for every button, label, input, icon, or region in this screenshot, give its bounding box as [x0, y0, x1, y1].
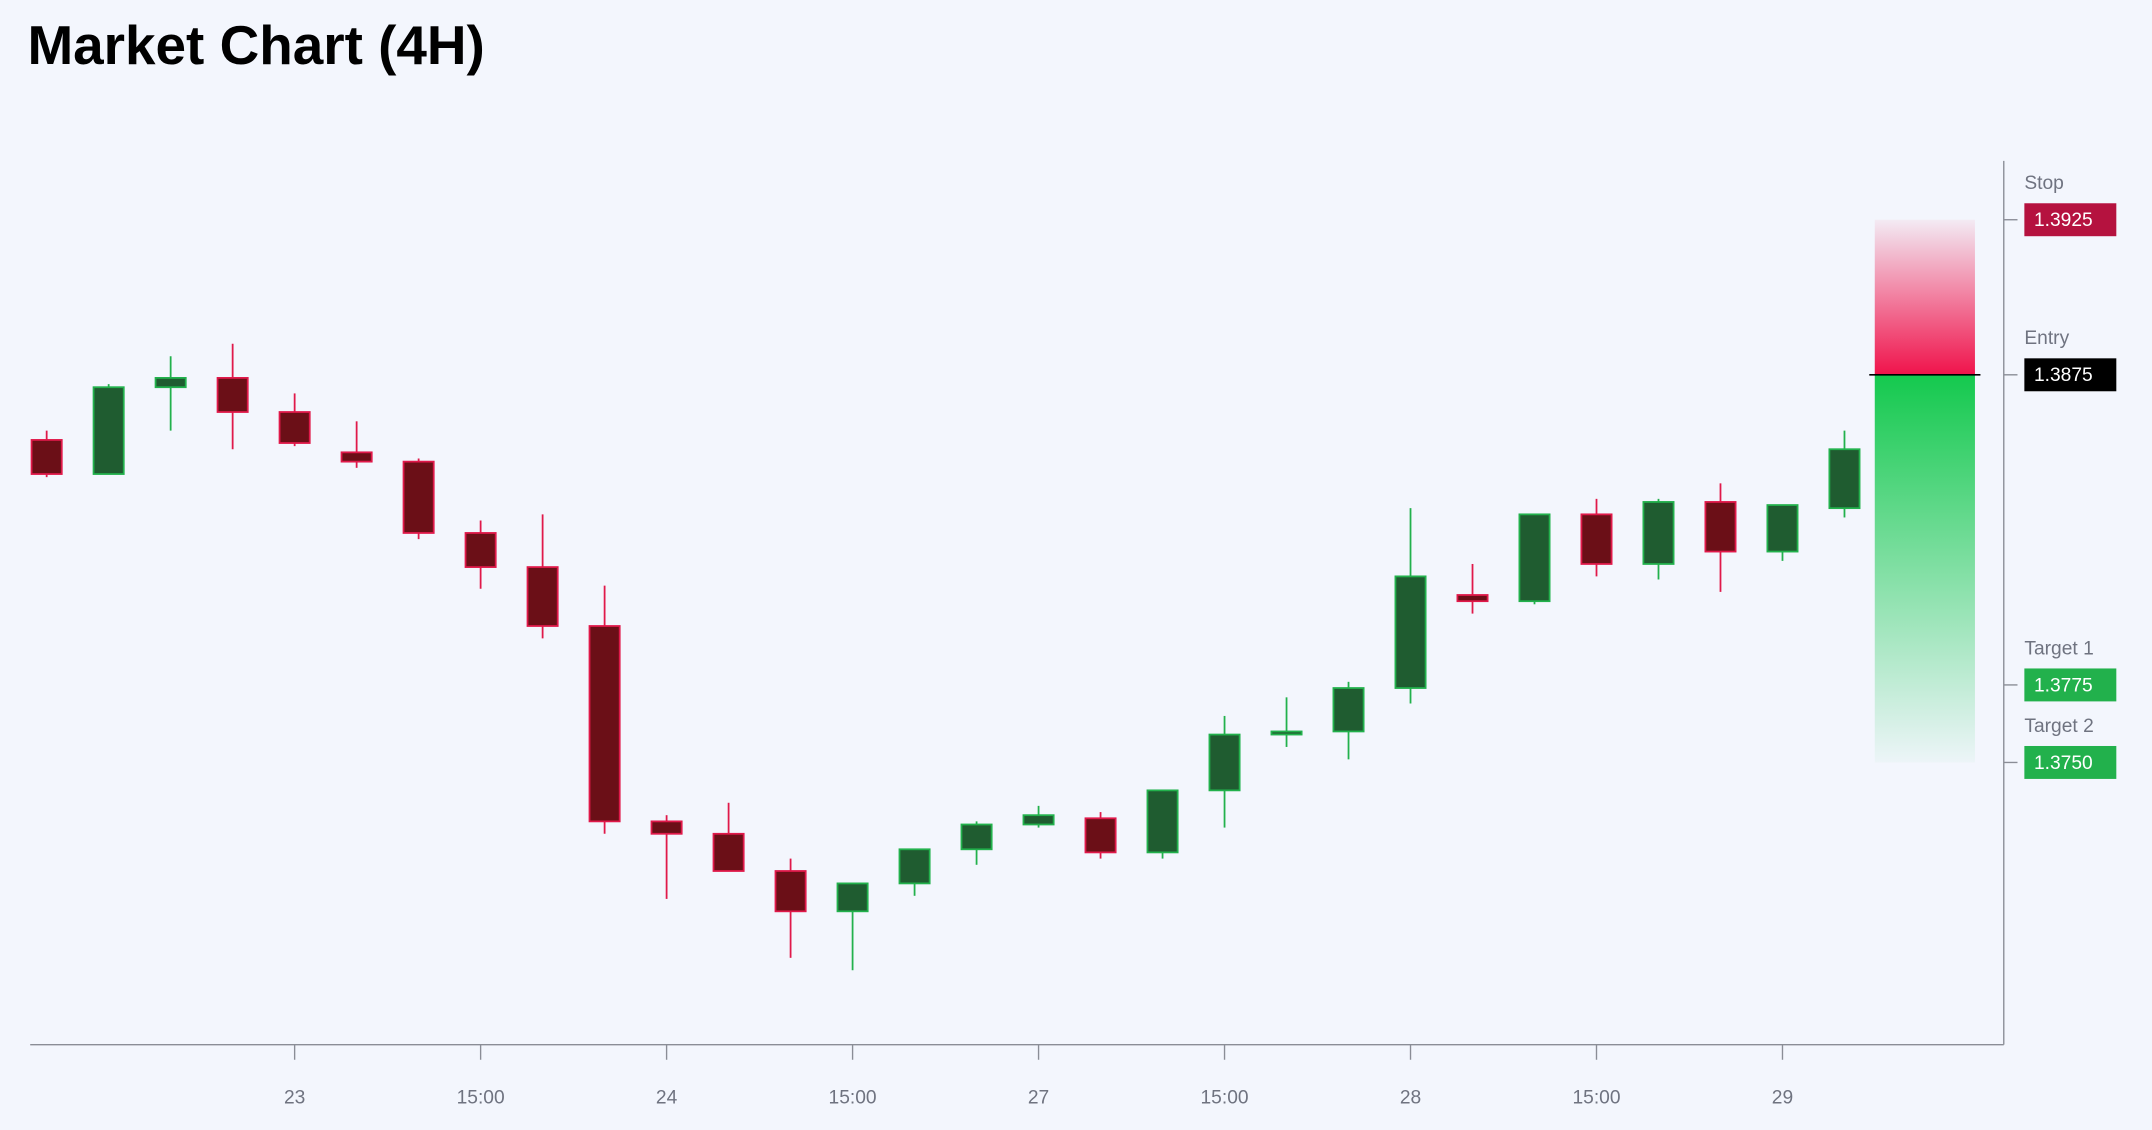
candle-body: [1704, 501, 1737, 553]
candle-body: [1828, 448, 1861, 510]
candle-body: [1766, 504, 1799, 553]
level-badge: [2024, 203, 2117, 237]
chart-title: Market Chart (4H): [27, 14, 484, 76]
candle-body: [1518, 513, 1551, 603]
candle-body: [712, 832, 745, 872]
x-tick-label: 15:00: [457, 1087, 505, 1108]
level-badge: [2024, 668, 2117, 702]
level-value: 1.3875: [2034, 365, 2093, 386]
level-name: Stop: [2024, 173, 2064, 194]
x-tick-label: 15:00: [1201, 1087, 1249, 1108]
level-name: Entry: [2024, 328, 2069, 349]
candle-body: [1022, 814, 1055, 826]
candle-body: [1208, 733, 1241, 792]
x-tick-label: 27: [1028, 1087, 1049, 1108]
x-tick-label: 23: [284, 1087, 305, 1108]
candle-body: [1332, 687, 1365, 733]
x-tick-label: 15:00: [1572, 1087, 1620, 1108]
candle-body: [278, 411, 311, 444]
candle-body: [588, 625, 621, 823]
candle-body: [960, 823, 993, 851]
candle-body: [1394, 575, 1427, 689]
candle-body: [526, 566, 559, 627]
candle-body: [650, 820, 683, 835]
candle-body: [216, 377, 249, 413]
candle-body: [92, 386, 125, 475]
candle-body: [30, 439, 63, 475]
target-zone: [1874, 374, 1975, 763]
stop-zone: [1874, 219, 1975, 375]
level-value: 1.3775: [2034, 675, 2093, 696]
level-value: 1.3750: [2034, 753, 2093, 774]
level-name: Target 2: [2024, 716, 2093, 737]
candle-body: [1580, 513, 1613, 565]
candle-body: [836, 882, 869, 913]
level-name: Target 1: [2024, 638, 2093, 659]
candle-body: [402, 460, 435, 534]
level-badge: [2024, 745, 2117, 779]
x-tick-label: 29: [1772, 1087, 1793, 1108]
candle-body: [898, 848, 931, 885]
x-tick-label: 15:00: [829, 1087, 877, 1108]
candle-body: [774, 870, 807, 913]
level-badge: [2024, 358, 2117, 392]
candle-body: [340, 451, 373, 463]
candle-body: [464, 532, 497, 568]
candle-body: [1456, 594, 1489, 603]
level-value: 1.3925: [2034, 210, 2093, 231]
x-tick-label: 24: [656, 1087, 678, 1108]
x-tick-label: 28: [1400, 1087, 1421, 1108]
candle-body: [1642, 501, 1675, 565]
candle-body: [1270, 730, 1303, 736]
candle-body: [1146, 789, 1179, 854]
candle-body: [1084, 817, 1117, 854]
candle-body: [154, 377, 187, 389]
